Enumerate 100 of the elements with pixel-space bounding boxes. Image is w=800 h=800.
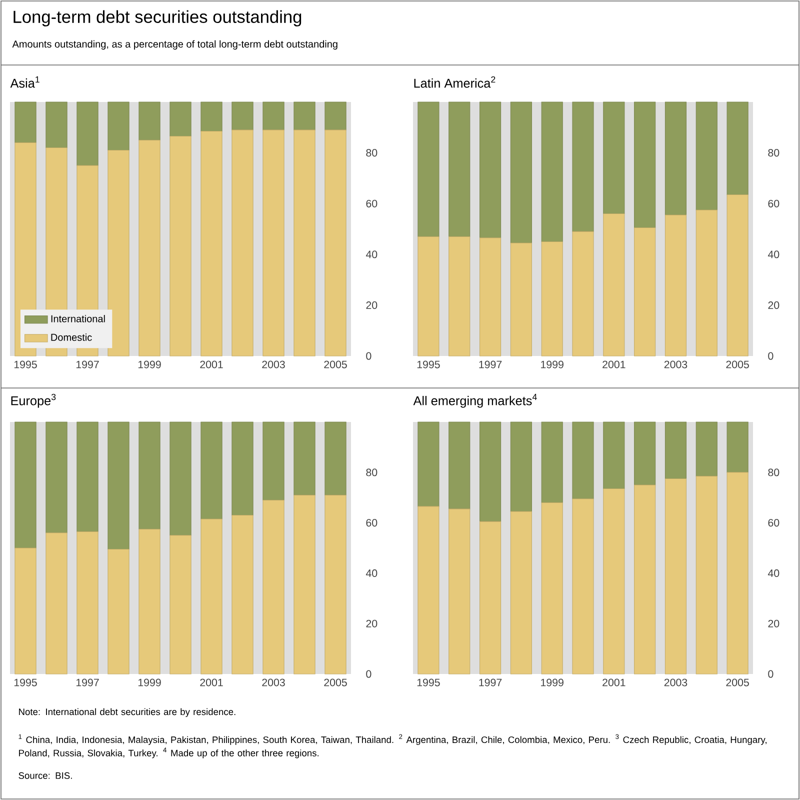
- bar: [232, 514, 254, 674]
- bar: [294, 130, 316, 356]
- bar: [46, 532, 68, 674]
- x-tick-label: 1997: [479, 678, 502, 686]
- y-tick-label: 80: [366, 149, 378, 157]
- bar: [76, 102, 98, 166]
- bar: [138, 140, 160, 356]
- x-tick-label: 1997: [76, 678, 99, 686]
- chart-title: Europe$^{3}$: [11, 394, 56, 408]
- x-tick-label: 2003: [664, 678, 688, 686]
- y-tick-label: 80: [366, 468, 378, 476]
- bar: [634, 102, 656, 228]
- bar: [46, 102, 68, 148]
- bar: [696, 422, 718, 476]
- y-tick-label: 40: [768, 569, 780, 577]
- bar: [696, 210, 718, 356]
- bar: [664, 102, 687, 216]
- bar: [232, 422, 254, 516]
- x-tick-label: 1995: [14, 678, 37, 686]
- bar: [726, 102, 748, 195]
- x-tick-label: 1997: [76, 360, 99, 368]
- bar: [262, 102, 284, 130]
- bar: [262, 500, 284, 674]
- bar: [294, 422, 316, 496]
- x-tick-label: 2003: [262, 360, 285, 368]
- bar: [170, 422, 192, 536]
- y-tick-label: 60: [768, 200, 780, 208]
- bar: [448, 236, 470, 356]
- y-tick-label: 80: [768, 149, 780, 157]
- bar: [541, 502, 563, 674]
- bar: [480, 102, 502, 238]
- text: Long-term debt securities outstanding: [14, 10, 302, 26]
- text: Note: International debt securities are by residence.: [19, 708, 236, 717]
- bar: [200, 130, 222, 356]
- x-tick-label: 1995: [14, 360, 37, 368]
- y-tick-label: 40: [366, 250, 378, 258]
- bar: [510, 422, 532, 512]
- y-tick-label: 0: [366, 352, 372, 360]
- legend-label: Domestic: [51, 334, 92, 341]
- bar: [634, 422, 656, 486]
- bar: [634, 484, 656, 674]
- bar: [14, 102, 36, 143]
- x-tick-label: 2001: [602, 360, 626, 368]
- bar: [138, 528, 160, 674]
- source-note: Source: BIS.: [18, 772, 72, 779]
- bar: [76, 531, 98, 674]
- bar: [572, 422, 594, 500]
- y-tick-label: 20: [768, 301, 780, 309]
- x-tick-label: 1995: [417, 360, 440, 368]
- bar: [324, 130, 346, 356]
- bar: [200, 422, 222, 520]
- chart-title: Asia$^{1}$: [10, 76, 40, 88]
- bar: [696, 476, 718, 674]
- bar: [603, 213, 625, 356]
- y-tick-label: 20: [366, 620, 378, 628]
- x-tick-label: 2001: [200, 360, 223, 368]
- bar: [510, 102, 532, 244]
- x-tick-label: 2005: [726, 678, 749, 686]
- bar: [294, 102, 316, 130]
- x-tick-label: 2003: [262, 678, 285, 686]
- text: $^{1}$ China, India, Indonesia, Malaysia, Pakistan, Philippines, South Korea, Taiwan, Thailand. $^{2}$ Argentina, Brazil, Chile, Colombia, Mexico, Peru. $^{3}$ Czech Republic, Croatia, Hungary, Poland, Russia, Slovakia, Turkey. $^{4}$ Made up of the other three regions.: [18, 734, 766, 758]
- bar: [480, 521, 502, 674]
- x-tick-label: 2005: [324, 360, 347, 368]
- bar: [541, 102, 563, 242]
- bar: [324, 494, 346, 674]
- bar: [14, 548, 36, 674]
- x-tick-label: 1999: [138, 678, 161, 686]
- x-tick-label: 2003: [664, 360, 688, 368]
- y-tick-label: 40: [768, 250, 780, 258]
- y-tick-label: 60: [366, 519, 378, 527]
- bar: [108, 422, 130, 550]
- bar: [448, 102, 470, 237]
- bar: [324, 102, 346, 130]
- x-tick-label: 2001: [200, 678, 223, 686]
- bar: [108, 150, 130, 356]
- x-tick-label: 1999: [541, 678, 564, 686]
- bar: [170, 136, 192, 356]
- bar: [480, 422, 502, 522]
- bar: [418, 102, 440, 237]
- x-tick-label: 1997: [479, 360, 502, 368]
- y-tick-label: 20: [768, 620, 780, 628]
- bar: [262, 130, 284, 356]
- x-tick-label: 1999: [138, 360, 161, 368]
- bar: [448, 422, 470, 510]
- bar: [572, 498, 594, 674]
- bar: [108, 549, 130, 674]
- legend-label: International: [51, 314, 105, 322]
- bar: [572, 102, 594, 232]
- y-tick-label: 60: [768, 519, 780, 527]
- y-tick-label: 40: [366, 569, 378, 577]
- bar: [294, 494, 316, 674]
- bar: [603, 422, 625, 490]
- bar: [541, 241, 563, 356]
- bar: [664, 214, 687, 356]
- text: Amounts outstanding, as a percentage of total long-term debt outstanding: [12, 40, 338, 50]
- bar: [572, 231, 594, 356]
- bar: [138, 102, 160, 140]
- chart-title: Latin America$^{2}$: [414, 76, 496, 88]
- x-tick-label: 1999: [541, 360, 564, 368]
- bar: [418, 422, 440, 507]
